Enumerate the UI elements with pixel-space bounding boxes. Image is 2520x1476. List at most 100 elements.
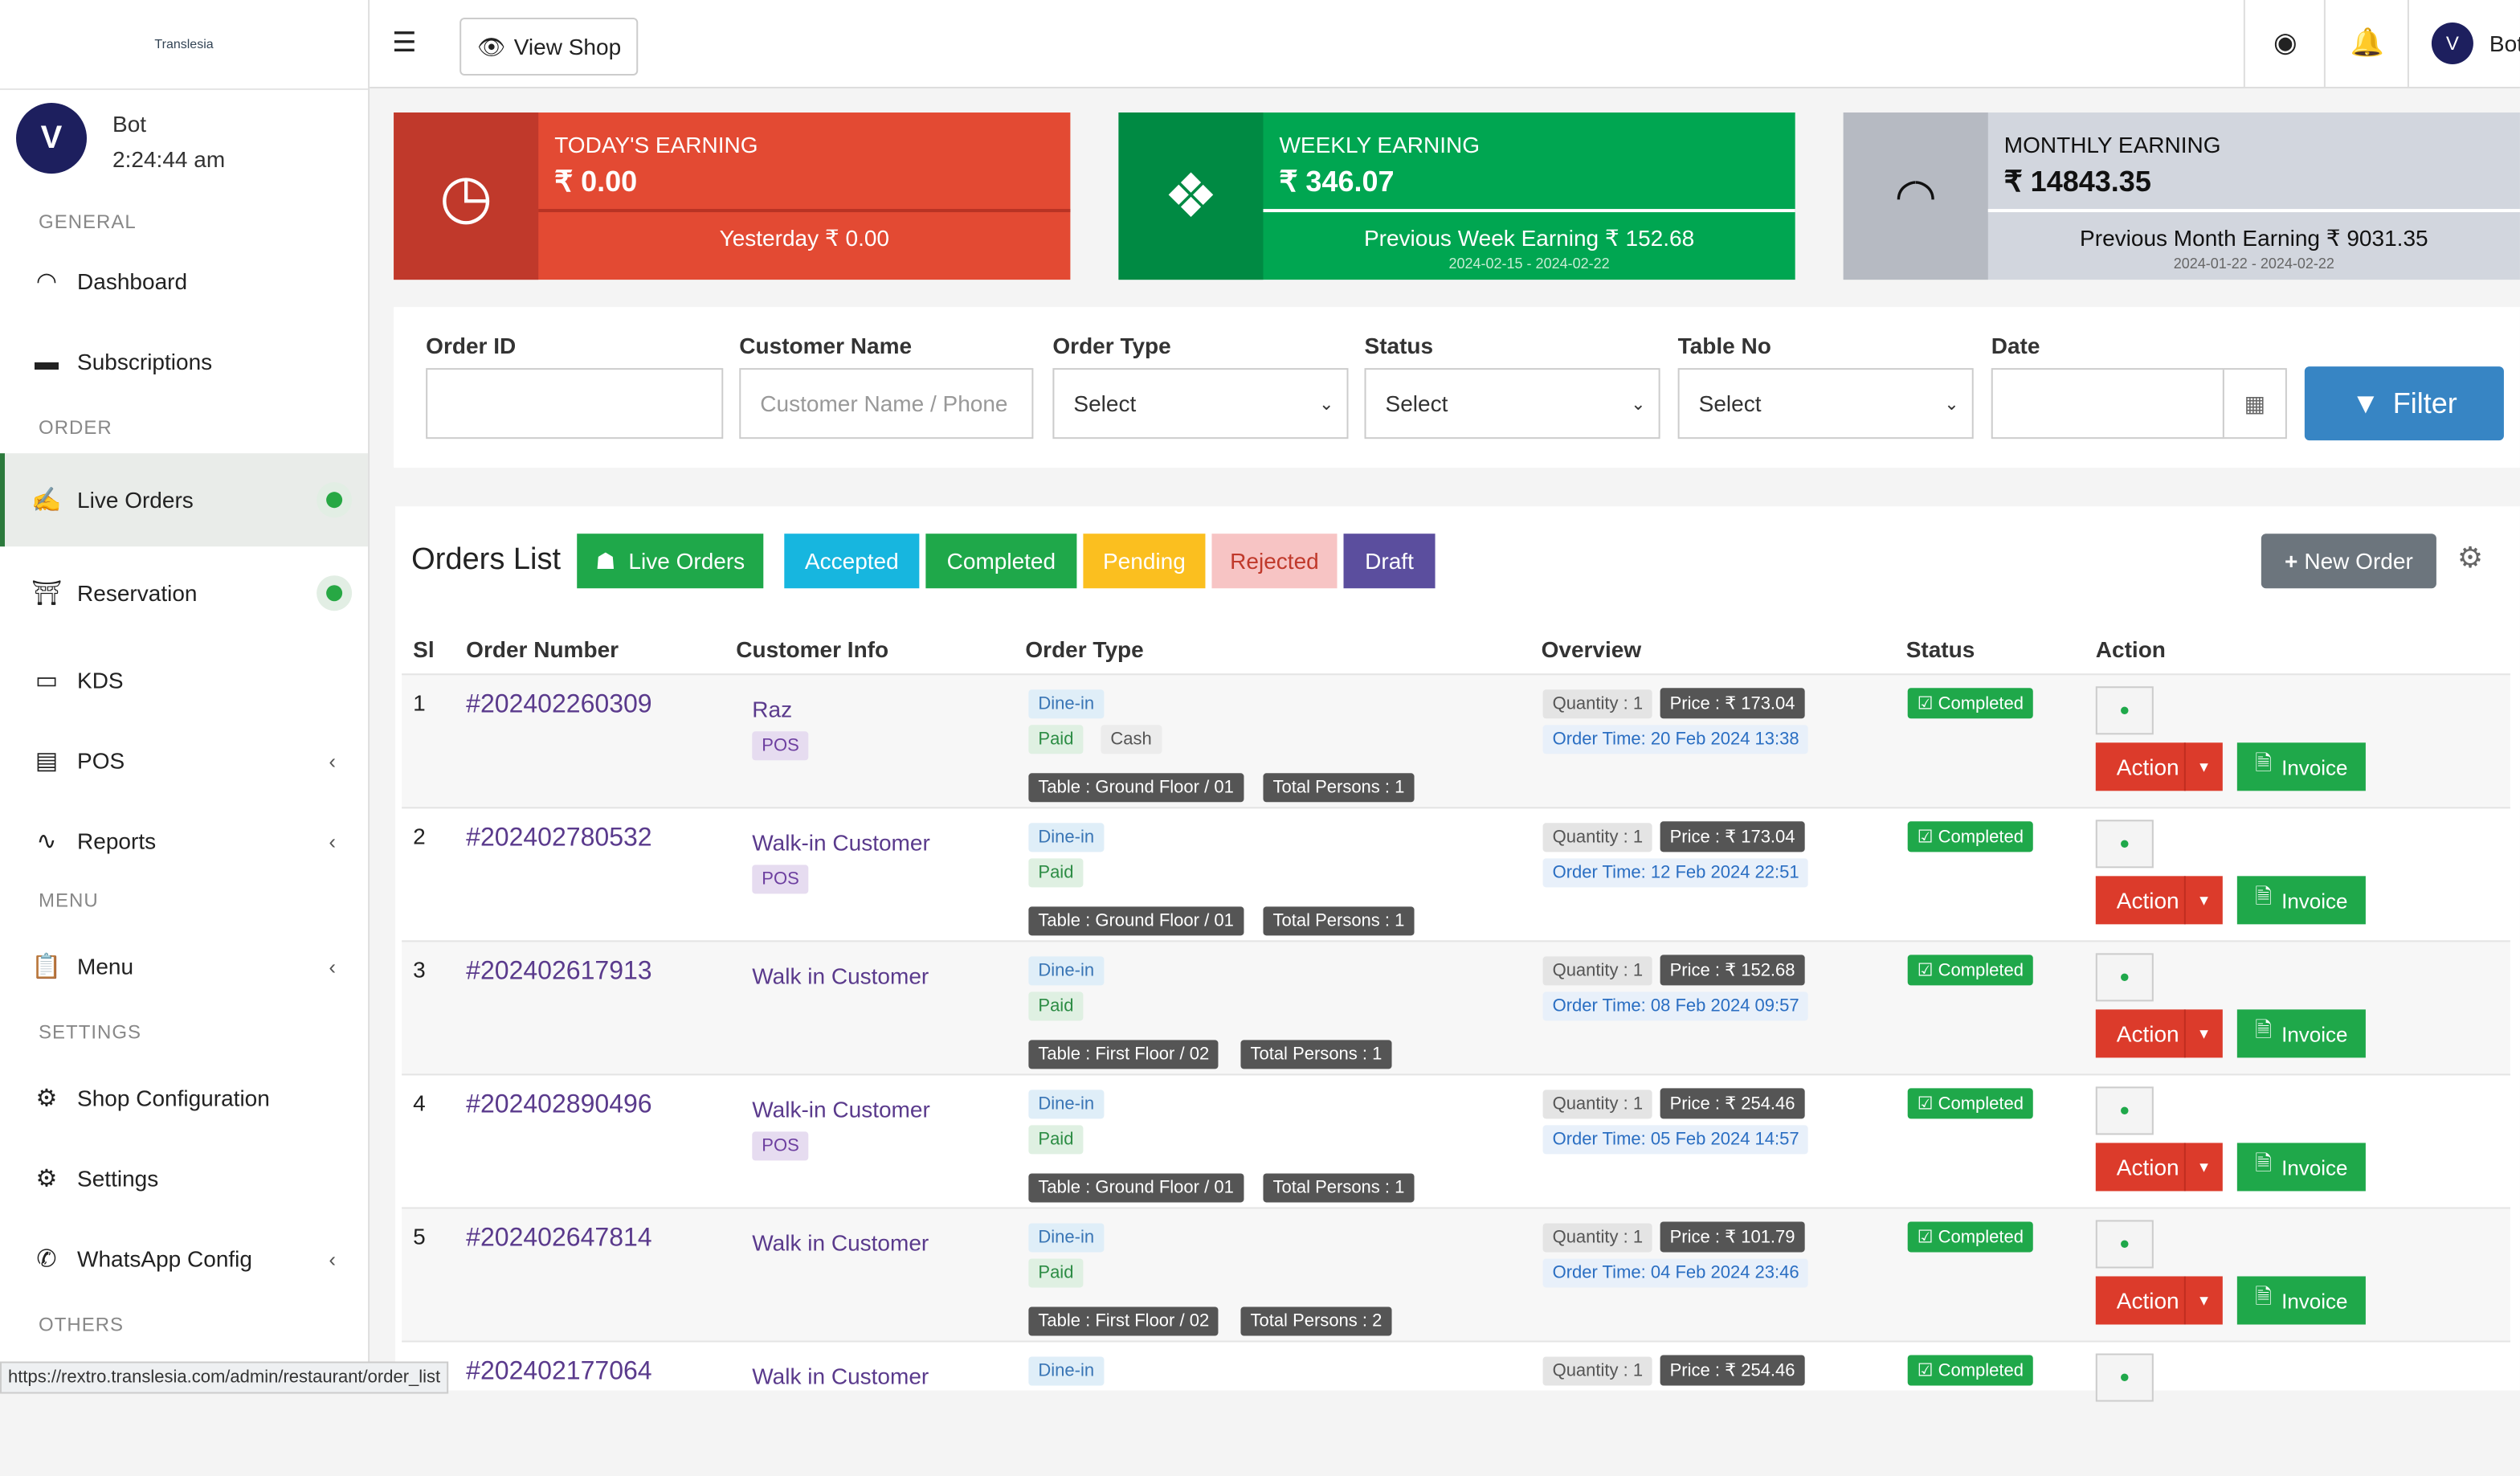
action-dropdown-button[interactable]: Action ▼: [2095, 742, 2223, 791]
pos-badge: POS: [752, 865, 809, 894]
invoice-button[interactable]: 🗎 Invoice: [2236, 742, 2366, 791]
card-date-range: 2024-02-15 - 2024-02-22: [1448, 256, 1610, 272]
tab-pending[interactable]: Pending: [1083, 534, 1206, 589]
view-order-button[interactable]: ●: [2095, 1086, 2154, 1135]
status-select[interactable]: Select ⌄: [1364, 368, 1660, 440]
tab-completed[interactable]: Completed: [925, 534, 1077, 589]
todays-earning-card: ◷ TODAY'S EARNING ₹ 0.00 Yesterday ₹ 0.0…: [394, 112, 1071, 280]
plus-icon: +: [2284, 548, 2298, 574]
customer-name[interactable]: Walk in Customer: [752, 1363, 929, 1389]
invoice-button[interactable]: 🗎 Invoice: [2236, 1276, 2366, 1325]
order-number-link[interactable]: #202402617913: [466, 958, 652, 986]
tab-live-orders[interactable]: ☗ Live Orders: [577, 534, 764, 589]
price-badge: Price : ₹ 173.04: [1660, 688, 1805, 719]
status-label: Completed: [1938, 828, 2024, 848]
column-header: Sl: [413, 636, 435, 663]
action-dropdown-button[interactable]: Action ▼: [2095, 1276, 2223, 1325]
sidebar-item-menu[interactable]: 📋 Menu ‹: [0, 926, 368, 1006]
sidebar-item-reports[interactable]: ∿ Reports ‹: [0, 800, 368, 881]
sidebar-item-live-orders[interactable]: ✍ Live Orders: [0, 453, 369, 547]
tab-rejected[interactable]: Rejected: [1211, 534, 1338, 589]
tab-accepted[interactable]: Accepted: [784, 534, 920, 589]
order-type-select[interactable]: Select ⌄: [1052, 368, 1349, 440]
view-order-button[interactable]: ●: [2095, 953, 2154, 1002]
new-order-button[interactable]: + New Order: [2261, 534, 2436, 589]
invoice-button[interactable]: 🗎 Invoice: [2236, 1143, 2366, 1192]
action-dropdown-button[interactable]: Action ▼: [2095, 1009, 2223, 1058]
order-type-badge: Dine-in: [1028, 1090, 1105, 1119]
user-menu[interactable]: V Bot: [2407, 0, 2520, 88]
status-badge: ☑ Completed: [1907, 1355, 2034, 1386]
customer-name[interactable]: Walk in Customer: [752, 963, 929, 989]
calendar-icon[interactable]: ▦: [2222, 370, 2285, 438]
caret-down-icon: ▼: [2183, 742, 2223, 791]
order-time-badge: Order Time: 04 Feb 2024 23:46: [1542, 1258, 1809, 1288]
menu-toggle-icon[interactable]: ☰: [392, 27, 417, 59]
date-input[interactable]: ▦: [1991, 368, 2287, 440]
clock-icon: ◷: [394, 112, 539, 280]
user-panel: V Bot 2:24:44 am: [0, 90, 368, 199]
order-number-link[interactable]: #202402177064: [466, 1358, 652, 1386]
webcam-button[interactable]: ◉: [2243, 0, 2326, 88]
order-type-badge: Dine-in: [1028, 956, 1105, 986]
customer-name[interactable]: Raz: [752, 696, 793, 722]
action-dropdown-button[interactable]: Action ▼: [2095, 876, 2223, 925]
view-order-button[interactable]: ●: [2095, 1353, 2154, 1402]
sidebar-item-subscriptions[interactable]: ▬ Subscriptions: [0, 321, 368, 402]
caret-down-icon: ▼: [2183, 876, 2223, 925]
notifications-button[interactable]: 🔔: [2323, 0, 2409, 88]
sidebar-item-whatsapp-config[interactable]: ✆ WhatsApp Config ‹: [0, 1218, 368, 1298]
table-row: 4 #202402890496 Walk-in Customer POS Dine-in…: [402, 1073, 2510, 1208]
eye-icon: ●: [2119, 1101, 2130, 1121]
filter-button[interactable]: ▼ Filter: [2304, 366, 2504, 441]
payment-status-badge: Paid: [1028, 1125, 1084, 1155]
customer-name[interactable]: Walk-in Customer: [752, 829, 930, 856]
invoice-button[interactable]: 🗎 Invoice: [2236, 1009, 2366, 1058]
gear-icon[interactable]: ⚙: [2457, 542, 2484, 574]
sidebar-item-reservation[interactable]: ⛩ Reservation: [0, 546, 368, 640]
order-number-link[interactable]: #202402260309: [466, 691, 652, 719]
customer-name[interactable]: Walk-in Customer: [752, 1096, 930, 1122]
status-badge: ☑ Completed: [1907, 821, 2034, 852]
view-order-button[interactable]: ●: [2095, 820, 2154, 869]
customer-name[interactable]: Walk in Customer: [752, 1229, 929, 1256]
view-order-button[interactable]: ●: [2095, 686, 2154, 735]
invoice-label: Invoice: [2281, 754, 2348, 779]
view-shop-button[interactable]: 👁 View Shop: [459, 18, 639, 76]
sidebar-item-label: WhatsApp Config: [77, 1245, 253, 1272]
action-label: Action: [2116, 1154, 2179, 1180]
status-label: Status: [1364, 333, 1434, 359]
sidebar-item-pos[interactable]: ▤ POS ‹: [0, 720, 368, 800]
dashboard-icon: ◠: [35, 268, 58, 296]
check-icon: ☑: [1917, 1228, 1938, 1248]
top-header: ☰ 👁 View Shop ◉ 🔔 V Bot: [370, 0, 2520, 89]
eye-icon: ●: [2119, 1234, 2130, 1254]
sidebar-item-settings[interactable]: ⚙ Settings: [0, 1138, 368, 1218]
chevron-down-icon: ⌄: [1319, 395, 1334, 415]
live-indicator: [326, 492, 343, 509]
order-id-input[interactable]: [426, 368, 724, 440]
status-label: Completed: [1938, 694, 2024, 714]
tab-label: Draft: [1365, 548, 1414, 574]
table-no-select[interactable]: Select ⌄: [1677, 368, 1974, 440]
order-number-link[interactable]: #202402780532: [466, 824, 652, 852]
action-dropdown-button[interactable]: Action ▼: [2095, 1143, 2223, 1192]
sidebar-item-kds[interactable]: ▭ KDS: [0, 640, 368, 720]
tab-draft[interactable]: Draft: [1343, 534, 1436, 589]
cubes-icon: ❖: [1118, 112, 1264, 280]
table-no-label: Table No: [1677, 333, 1771, 359]
invoice-button[interactable]: 🗎 Invoice: [2236, 876, 2366, 925]
status-bar-url: https://rextro.translesia.com/admin/rest…: [0, 1361, 449, 1394]
customer-name-input[interactable]: Customer Name / Phone: [739, 368, 1034, 440]
sidebar-item-shop-configuration[interactable]: ⚙ Shop Configuration: [0, 1057, 368, 1138]
status-badge: ☑ Completed: [1907, 1221, 2034, 1253]
column-header: Order Number: [466, 636, 619, 663]
order-number-link[interactable]: #202402647814: [466, 1225, 652, 1253]
chevron-left-icon: ‹: [329, 954, 337, 979]
weekly-earning-card: ❖ WEEKLY EARNING ₹ 346.07 Previous Week …: [1118, 112, 1795, 280]
row-sl: 3: [413, 956, 426, 983]
view-order-button[interactable]: ●: [2095, 1220, 2154, 1269]
logo[interactable]: Translesia: [0, 0, 369, 91]
order-number-link[interactable]: #202402890496: [466, 1091, 652, 1119]
sidebar-item-dashboard[interactable]: ◠ Dashboard: [0, 241, 368, 321]
